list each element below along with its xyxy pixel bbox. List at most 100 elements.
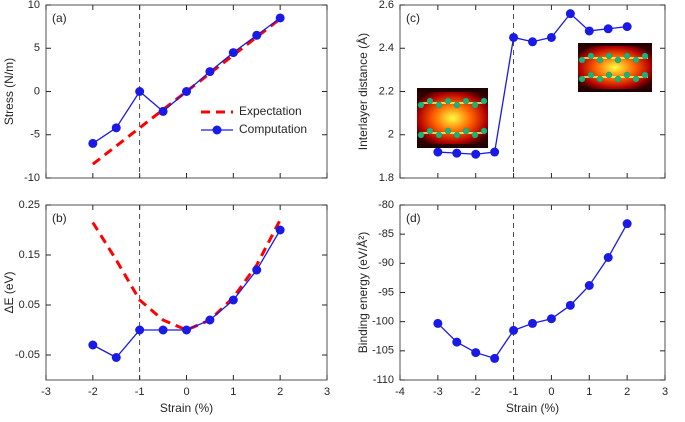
inset-atom: [578, 56, 586, 64]
data-point: [182, 325, 191, 335]
data-point: [622, 219, 632, 229]
data-point: [565, 9, 575, 19]
x-tick-label: -4: [395, 386, 405, 398]
data-point: [603, 253, 613, 262]
y-tick-label: -95: [378, 286, 394, 298]
data-point: [158, 325, 168, 335]
y-tick-label: 0.15: [19, 249, 40, 261]
x-tick-label: -1: [135, 386, 145, 398]
data-point: [135, 325, 145, 335]
x-tick-label: 3: [324, 386, 330, 398]
x-tick-label: -3: [433, 386, 443, 398]
y-axis-label: Stress (N/m): [2, 58, 16, 125]
data-line: [92, 229, 281, 359]
inset-atom: [426, 127, 434, 135]
data-line: [437, 223, 628, 360]
data-point: [182, 87, 191, 96]
y-tick-label: 2: [388, 129, 394, 141]
x-tick-label: 2: [277, 386, 283, 398]
y-tick-label: -80: [378, 199, 394, 211]
y-axis-label: ΔE (eV): [2, 271, 16, 313]
y-tick-label: -0.05: [15, 349, 40, 361]
data-point: [546, 32, 556, 42]
data-point: [433, 318, 443, 328]
data-point: [228, 48, 238, 58]
inset-atom: [453, 101, 461, 109]
inset-atom: [623, 71, 631, 79]
x-axis-label: Strain (%): [160, 401, 213, 415]
y-tick-label: -105: [372, 345, 394, 357]
data-point: [275, 225, 285, 235]
x-tick-label: -2: [471, 386, 481, 398]
data-point: [509, 32, 519, 42]
inset-atom: [596, 56, 604, 64]
data-point: [584, 281, 594, 290]
inset-atom: [623, 52, 631, 60]
inset-atom: [632, 75, 640, 83]
inset-atom: [444, 97, 452, 105]
data-point: [471, 348, 481, 358]
inset-atom: [435, 131, 443, 139]
data-point: [509, 325, 519, 335]
y-tick-label: 0.05: [19, 299, 40, 311]
data-point: [528, 318, 537, 328]
data-point: [490, 147, 500, 157]
inset-atom: [480, 97, 488, 105]
legend-label: Expectation: [239, 104, 302, 118]
inset-atom: [462, 97, 470, 105]
data-point: [205, 67, 215, 77]
panel-label: (d): [406, 211, 421, 225]
data-point: [205, 315, 215, 325]
expectation-line: [91, 219, 282, 332]
inset-atom: [614, 75, 622, 83]
y-tick-label: -100: [372, 316, 394, 328]
data-point: [565, 300, 575, 310]
data-point: [603, 24, 613, 34]
y-tick-label: 2.4: [379, 42, 394, 54]
data-point: [433, 147, 443, 157]
inset-atom: [614, 56, 622, 64]
x-tick-label: 3: [662, 386, 668, 398]
y-tick-label: -110: [373, 374, 394, 386]
expectation-line: [91, 17, 282, 166]
y-tick-label: 1.8: [379, 172, 394, 184]
y-axis-label: Binding energy (eV/Å²): [355, 232, 370, 353]
inset-atom: [605, 71, 613, 79]
y-tick-label: 0: [34, 85, 40, 97]
inset-atom: [587, 71, 595, 79]
data-point: [471, 149, 481, 159]
data-point: [452, 148, 462, 158]
inset-atom: [471, 101, 479, 109]
inset-atom: [417, 101, 425, 109]
x-tick-label: -3: [41, 386, 51, 398]
y-tick-label: -90: [378, 257, 394, 269]
data-point: [135, 87, 145, 96]
data-point: [490, 353, 500, 363]
y-tick-label: -85: [378, 228, 394, 240]
data-point: [111, 353, 121, 362]
structure-insets: [417, 43, 652, 148]
y-tick-label: 0.25: [19, 199, 40, 211]
data-point: [158, 106, 168, 116]
data-point: [584, 26, 594, 36]
panel-label: (a): [52, 11, 67, 25]
x-tick-label: 0: [548, 386, 554, 398]
data-point: [111, 123, 121, 133]
x-tick-label: -2: [88, 386, 98, 398]
inset-atom: [480, 127, 488, 135]
inset-atom: [605, 52, 613, 60]
x-tick-label: -1: [509, 386, 519, 398]
inset-atom: [453, 131, 461, 139]
data-point: [452, 337, 462, 347]
inset-atom: [444, 127, 452, 135]
x-tick-label: 2: [624, 386, 630, 398]
legend-marker: [212, 125, 222, 135]
plot-area: [45, 204, 328, 381]
inset-atom: [462, 127, 470, 135]
inset-atom: [632, 56, 640, 64]
data-point: [622, 22, 632, 32]
y-tick-label: -10: [24, 172, 40, 184]
panel-label: (b): [52, 211, 67, 225]
y-tick-label: 2.6: [379, 0, 394, 11]
